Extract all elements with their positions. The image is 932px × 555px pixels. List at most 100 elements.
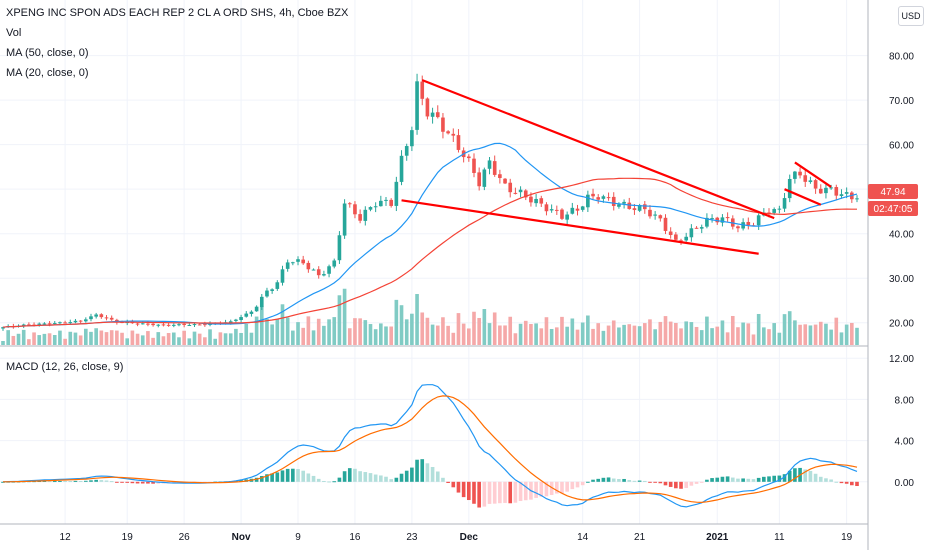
candle-body	[617, 204, 621, 207]
volume-bar	[850, 322, 854, 345]
volume-bar	[508, 316, 513, 345]
volume-bar	[689, 322, 694, 345]
candle-body	[658, 215, 663, 219]
candle-body	[342, 203, 347, 236]
macd-histogram-bar	[668, 481, 673, 487]
macd-histogram-bar	[156, 481, 161, 484]
candle-body	[89, 316, 93, 320]
candle-body	[674, 234, 678, 240]
volume-bar	[435, 325, 440, 345]
volume-bar	[544, 317, 549, 345]
volume-bar	[104, 332, 109, 345]
macd-histogram-bar	[549, 481, 554, 495]
macd-histogram-bar	[560, 481, 564, 494]
price-tick-label: 70.00	[889, 96, 914, 107]
ma50-legend[interactable]: MA (50, close, 0)	[6, 47, 89, 59]
candle-body	[539, 198, 544, 204]
candle-body	[425, 98, 430, 117]
macd-histogram-bar	[725, 476, 730, 482]
candle-body	[399, 155, 404, 182]
macd-histogram-bar	[130, 481, 135, 484]
macd-histogram-bar	[342, 471, 347, 482]
candle-body	[518, 189, 523, 193]
volume-bar	[373, 329, 378, 345]
candle-body	[249, 311, 254, 314]
volume-bar	[42, 333, 47, 345]
candle-body	[84, 319, 88, 322]
candle-body	[430, 112, 435, 117]
candle-body	[705, 217, 709, 227]
candle-body	[818, 188, 823, 194]
volume-bar	[259, 306, 264, 345]
candle-body	[492, 161, 497, 175]
macd-histogram-bar	[720, 476, 725, 482]
macd-histogram-bar	[570, 481, 575, 490]
candle-body	[270, 289, 274, 291]
volume-bar	[306, 316, 311, 345]
volume-bar	[239, 332, 243, 345]
candle-body	[710, 218, 714, 220]
ma20-legend[interactable]: MA (20, close, 0)	[6, 67, 89, 79]
volume-bar	[389, 326, 393, 345]
candle-body	[477, 172, 481, 187]
volume-bar	[787, 311, 792, 345]
macd-legend[interactable]: MACD (12, 26, close, 9)	[6, 361, 124, 373]
volume-bar	[523, 320, 528, 345]
candle-body	[306, 262, 311, 270]
volume-bar	[834, 317, 839, 345]
volume-bar	[813, 324, 818, 345]
time-tick-label: 21	[634, 532, 646, 543]
volume-bar	[658, 321, 663, 345]
macd-histogram-bar	[829, 479, 833, 482]
macd-histogram-bar	[379, 475, 383, 482]
macd-histogram-bar	[554, 481, 559, 494]
currency-button[interactable]: USD	[898, 6, 924, 26]
candle-body	[368, 207, 373, 210]
volume-bar	[208, 329, 212, 345]
trendline-layer[interactable]	[401, 79, 832, 255]
candle-body	[606, 197, 611, 199]
volume-bar	[63, 338, 67, 345]
symbol-title[interactable]: XPENG INC SPON ADS EACH REP 2 CL A ORD S…	[6, 7, 349, 19]
volume-bar	[451, 332, 456, 345]
volume-bar	[503, 325, 507, 345]
macd-histogram-bar	[456, 481, 461, 493]
macd-histogram-bar	[503, 481, 507, 503]
macd-histogram-bar	[611, 478, 616, 482]
macd-histogram-bar	[306, 473, 311, 482]
macd-histogram-bar	[586, 481, 590, 483]
candle-body	[746, 221, 751, 225]
macd-histogram-bar	[591, 479, 595, 482]
candle-body	[611, 196, 616, 206]
volume-bar	[472, 311, 476, 345]
volume-bar	[725, 332, 730, 345]
macd-histogram-bar	[844, 481, 849, 484]
macd-histogram-bar	[606, 477, 611, 482]
volume-bar	[694, 326, 699, 345]
volume-bar	[420, 312, 425, 345]
macd-histogram-bar	[280, 470, 285, 482]
macd-histogram-bar	[410, 467, 414, 482]
candle-body	[451, 133, 456, 136]
macd-histogram-bar	[109, 481, 114, 483]
macd-histogram-bar	[523, 481, 528, 501]
candle-body	[151, 323, 155, 326]
macd-histogram-bar	[663, 481, 668, 486]
candle-body	[529, 196, 533, 203]
macd-histogram-bar	[47, 481, 52, 483]
volume-bar	[171, 332, 176, 345]
volume-bar	[347, 328, 352, 345]
candle-body	[787, 178, 792, 199]
candle-body	[456, 135, 461, 150]
macd-histogram-bar	[363, 472, 368, 482]
volume-bar	[161, 336, 166, 345]
volume-bar	[767, 329, 771, 345]
candle-body	[482, 169, 487, 187]
candle-body	[523, 190, 528, 198]
volume-legend[interactable]: Vol	[6, 27, 22, 39]
macd-histogram-bar	[327, 481, 331, 483]
volume-bar	[151, 337, 155, 345]
time-tick-label: Nov	[232, 532, 251, 543]
